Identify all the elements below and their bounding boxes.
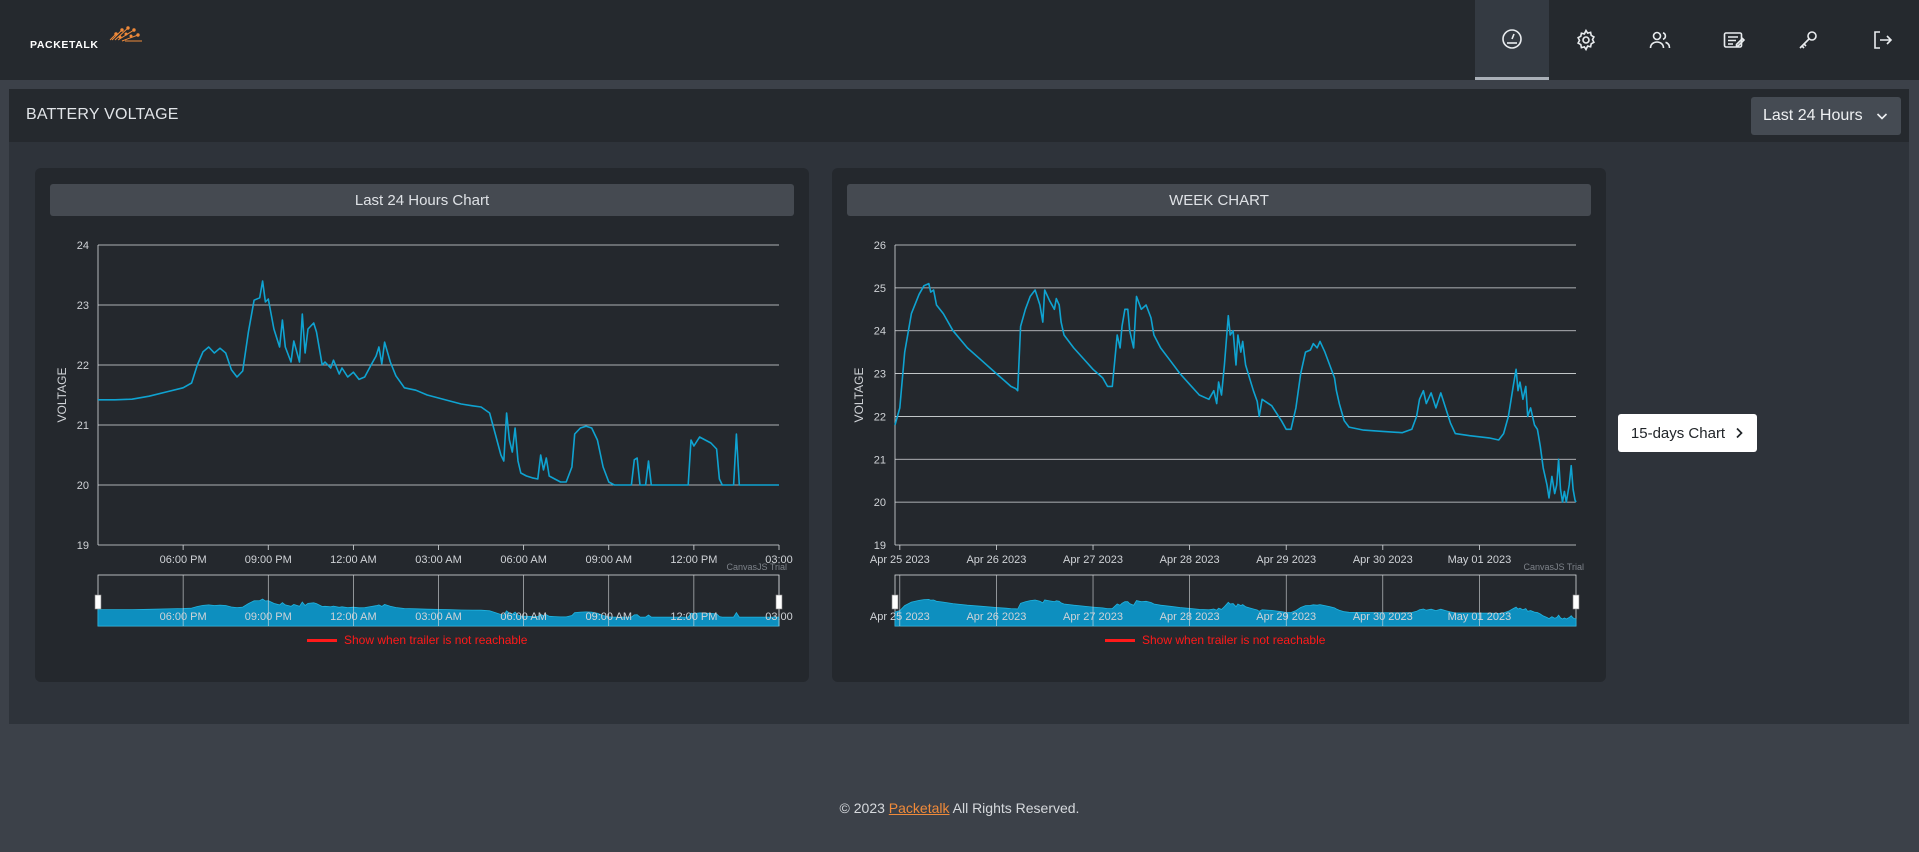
nav-dashboard[interactable] bbox=[1475, 0, 1549, 80]
navigator-tick-label: Apr 27 2023 bbox=[1063, 611, 1123, 623]
x-tick-label: Apr 27 2023 bbox=[1063, 554, 1123, 566]
x-tick-label: 09:00 PM bbox=[245, 554, 292, 566]
x-tick-label: 03:00 AM bbox=[415, 554, 461, 566]
navigator-tick-label: 12:00 PM bbox=[670, 611, 717, 623]
chart-card-title: Last 24 Hours Chart bbox=[50, 184, 794, 216]
y-tick-label: 23 bbox=[77, 300, 89, 312]
x-tick-label: Apr 28 2023 bbox=[1160, 554, 1220, 566]
watermark: CanvasJS Trial bbox=[1523, 562, 1584, 572]
time-range-value: Last 24 Hours bbox=[1763, 107, 1863, 124]
key-icon bbox=[1799, 31, 1817, 49]
y-tick-label: 21 bbox=[874, 454, 886, 466]
voltage-chart-week[interactable]: 19 20 21 22 23 24 25 26 VOLTAGE Apr 25 2023 Apr 26… bbox=[832, 168, 1606, 628]
chevron-down-icon bbox=[1876, 113, 1888, 120]
logo-graphic: PACKETALK bbox=[30, 26, 142, 51]
navigator-tick-label: Apr 30 2023 bbox=[1353, 611, 1413, 623]
x-tick-label: 06:00 PM bbox=[160, 554, 207, 566]
x-tick-label: 06:00 AM bbox=[500, 554, 546, 566]
legend-label: Show when trailer is not reachable bbox=[344, 633, 528, 647]
navigator-tick-label: 12:00 AM bbox=[330, 611, 376, 623]
panel-title: BATTERY VOLTAGE bbox=[26, 106, 179, 123]
legend-not-reachable[interactable]: Show when trailer is not reachable bbox=[307, 633, 527, 647]
chart-card-week: WEEK CHART 19 20 21 22 23 24 25 26 VOLTAGE Apr 25… bbox=[832, 168, 1606, 682]
footer: © 2023 Packetalk All Rights Reserved. bbox=[0, 800, 1919, 816]
logo-wordmark: PACKETALK bbox=[30, 39, 99, 51]
footer-link-packetalk[interactable]: Packetalk bbox=[888, 800, 950, 816]
y-tick-label: 20 bbox=[874, 497, 886, 509]
x-tick-label: Apr 29 2023 bbox=[1256, 554, 1316, 566]
navigator-tick-label: Apr 25 2023 bbox=[870, 611, 930, 623]
panel-header: BATTERY VOLTAGE Last 24 Hours bbox=[9, 89, 1909, 142]
watermark: CanvasJS Trial bbox=[726, 562, 787, 572]
nav-settings[interactable] bbox=[1549, 0, 1623, 80]
y-axis-label: VOLTAGE bbox=[852, 368, 866, 423]
footer-copyright: © 2023 bbox=[839, 800, 889, 816]
chart-card-title: WEEK CHART bbox=[847, 184, 1591, 216]
chevron-right-icon bbox=[1736, 427, 1743, 439]
packetalk-logo[interactable]: PACKETALK bbox=[30, 24, 148, 58]
voltage-chart-24h[interactable]: 19 20 21 22 23 24 VOLTAGE 06:00 PM 09:00 PM 12:00… bbox=[35, 168, 809, 628]
navigator-tick-label: Apr 26 2023 bbox=[966, 611, 1026, 623]
navigator-area bbox=[894, 598, 1577, 627]
y-tick-label: 19 bbox=[874, 540, 886, 552]
y-tick-label: 19 bbox=[77, 540, 89, 552]
time-range-select[interactable]: Last 24 Hours bbox=[1751, 97, 1901, 135]
y-tick-label: 26 bbox=[874, 240, 886, 252]
x-tick-label: 09:00 AM bbox=[586, 554, 632, 566]
navigator-tick-label: Apr 29 2023 bbox=[1256, 611, 1316, 623]
y-axis-label: VOLTAGE bbox=[55, 368, 69, 423]
y-tick-label: 22 bbox=[874, 411, 886, 423]
x-tick-label: May 01 2023 bbox=[1448, 554, 1512, 566]
chart-card-24h: Last 24 Hours Chart 19 20 21 22 23 24 VOLTAGE 0… bbox=[35, 168, 809, 682]
main-nav bbox=[1475, 0, 1919, 80]
legend-swatch bbox=[1105, 638, 1135, 642]
top-navbar: PACKETALK bbox=[0, 0, 1919, 80]
footer-rights: All Rights Reserved. bbox=[949, 800, 1080, 816]
y-tick-label: 21 bbox=[77, 420, 89, 432]
y-tick-label: 25 bbox=[874, 283, 886, 295]
users-icon bbox=[1649, 31, 1671, 49]
legend-label: Show when trailer is not reachable bbox=[1142, 633, 1326, 647]
navigator-tick-label: 06:00 AM bbox=[500, 611, 546, 623]
navigator-left-handle[interactable] bbox=[891, 594, 899, 610]
y-tick-label: 24 bbox=[77, 240, 89, 252]
navigator-tick-label: May 01 2023 bbox=[1448, 611, 1512, 623]
dashboard-icon bbox=[1502, 28, 1522, 49]
notes-icon bbox=[1723, 32, 1746, 48]
navigator-tick-label: 09:00 PM bbox=[245, 611, 292, 623]
logout-icon bbox=[1874, 31, 1893, 49]
navigator-tick-label: 06:00 PM bbox=[160, 611, 207, 623]
navigator-tick-label: 03:00 AM bbox=[415, 611, 461, 623]
navigator-left-handle[interactable] bbox=[94, 594, 102, 610]
x-tick-label: Apr 30 2023 bbox=[1353, 554, 1413, 566]
navigator-tick-label: 09:00 AM bbox=[586, 611, 632, 623]
fifteen-days-label: 15-days Chart bbox=[1630, 424, 1726, 442]
x-tick-label: 12:00 AM bbox=[330, 554, 376, 566]
nav-keys[interactable] bbox=[1771, 0, 1845, 80]
y-tick-label: 24 bbox=[874, 326, 886, 338]
legend-not-reachable[interactable]: Show when trailer is not reachable bbox=[1105, 633, 1325, 647]
x-tick-label: 12:00 PM bbox=[670, 554, 717, 566]
gear-icon bbox=[1577, 28, 1595, 52]
legend-swatch bbox=[307, 638, 337, 642]
voltage-series-line bbox=[98, 280, 779, 486]
navigator-tick-label: 03:00 bbox=[765, 611, 793, 623]
y-tick-label: 23 bbox=[874, 369, 886, 381]
nav-logout[interactable] bbox=[1845, 0, 1919, 80]
x-tick-label: Apr 26 2023 bbox=[966, 554, 1026, 566]
navigator-right-handle[interactable] bbox=[1572, 594, 1580, 610]
nav-users[interactable] bbox=[1623, 0, 1697, 80]
x-tick-label: 03:00 bbox=[765, 554, 793, 566]
y-tick-label: 22 bbox=[77, 360, 89, 372]
navigator-right-handle[interactable] bbox=[775, 594, 783, 610]
x-tick-label: Apr 25 2023 bbox=[870, 554, 930, 566]
nav-notes[interactable] bbox=[1697, 0, 1771, 80]
voltage-series-line bbox=[894, 282, 1577, 503]
fifteen-days-chart-button[interactable]: 15-days Chart bbox=[1618, 414, 1757, 452]
navigator-tick-label: Apr 28 2023 bbox=[1160, 611, 1220, 623]
y-tick-label: 20 bbox=[77, 480, 89, 492]
